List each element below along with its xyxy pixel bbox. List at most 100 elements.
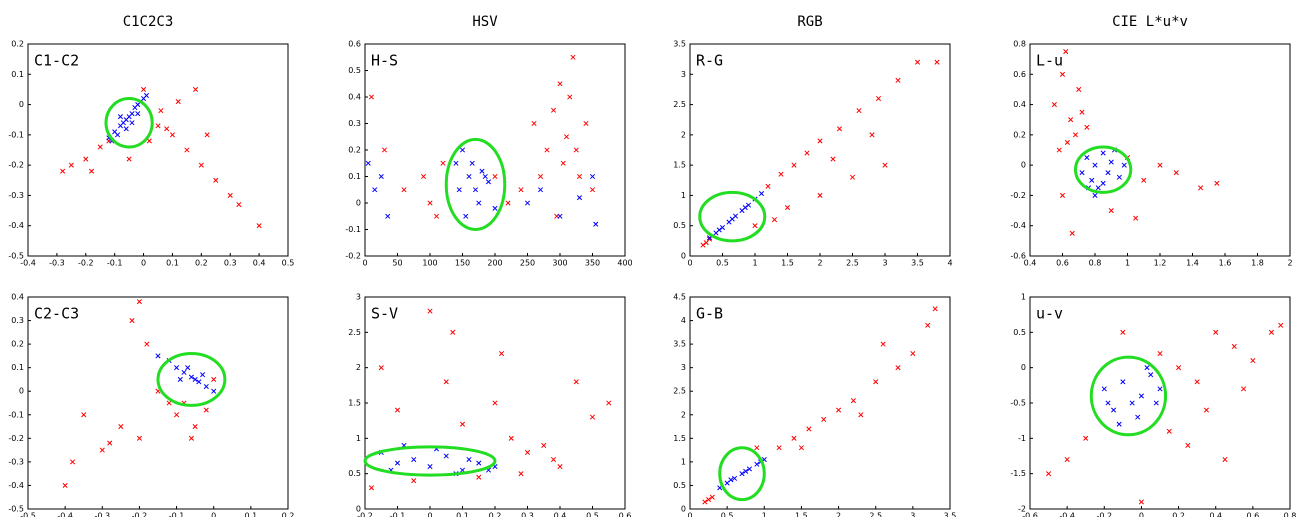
point: [850, 398, 856, 404]
point: [728, 477, 734, 483]
x-tick-label: 1: [1125, 259, 1130, 268]
x-tick-label: 0.4: [554, 512, 567, 517]
y-tick-label: 2: [681, 410, 686, 419]
point: [593, 221, 599, 227]
point: [401, 187, 407, 193]
x-tick-label: 200: [487, 259, 502, 268]
point: [385, 213, 391, 219]
point: [557, 213, 563, 219]
point: [1068, 117, 1074, 123]
plot-area: [1029, 296, 1291, 510]
point: [256, 223, 262, 229]
point: [129, 111, 135, 117]
panel-title: S-V: [371, 305, 398, 323]
point: [1063, 49, 1069, 55]
point: [492, 400, 498, 406]
point: [836, 407, 842, 413]
point: [873, 379, 879, 385]
region-ellipse: [444, 137, 507, 231]
y-tick-label: 1: [681, 191, 686, 200]
y-tick-label: 3.5: [673, 340, 686, 349]
x-tick-label: 0.3: [521, 512, 534, 517]
point: [817, 138, 823, 144]
point: [817, 192, 823, 198]
point: [70, 459, 76, 465]
point: [1153, 400, 1159, 406]
point: [1046, 471, 1052, 477]
point: [203, 407, 209, 413]
y-tick-label: -0.1: [8, 410, 24, 419]
y-tick-label: 0: [356, 199, 361, 208]
x-tick-label: -0.4: [1059, 512, 1075, 517]
point: [719, 224, 726, 231]
point: [443, 379, 449, 385]
column-title: HSV: [472, 14, 498, 30]
y-tick-label: 0.5: [348, 66, 361, 75]
point: [1148, 372, 1154, 378]
y-tick-label: -0.3: [8, 457, 24, 466]
point: [804, 150, 810, 156]
x-tick-label: 3: [910, 512, 915, 517]
point: [411, 456, 417, 463]
point: [869, 132, 875, 138]
point: [550, 456, 557, 463]
point: [198, 162, 204, 168]
point: [1105, 170, 1111, 176]
point: [203, 383, 209, 390]
point: [174, 365, 180, 371]
x-tick-label: 0: [362, 259, 367, 268]
point: [459, 147, 466, 153]
point: [508, 435, 514, 441]
point: [164, 126, 170, 132]
point: [1079, 109, 1085, 115]
point: [752, 223, 758, 229]
point: [573, 379, 579, 385]
point: [129, 318, 135, 324]
point: [934, 59, 940, 65]
point: [211, 376, 217, 382]
point: [505, 200, 511, 206]
point: [1144, 365, 1150, 371]
point: [880, 341, 886, 347]
point: [716, 227, 722, 233]
point: [882, 162, 888, 168]
point: [1120, 379, 1126, 385]
point: [472, 187, 479, 193]
x-tick-label: 50: [392, 259, 402, 268]
point: [700, 242, 706, 248]
point: [1064, 139, 1070, 145]
y-tick-label: 2.5: [348, 328, 361, 337]
y-tick-label: -0.2: [1010, 191, 1026, 200]
point: [498, 350, 505, 357]
region-ellipse: [104, 97, 154, 149]
point: [754, 461, 760, 467]
point: [97, 144, 103, 150]
point: [1198, 185, 1204, 191]
point: [1231, 343, 1237, 350]
x-tick-label: 2: [836, 512, 841, 517]
point: [1084, 155, 1090, 161]
point: [227, 192, 233, 198]
point: [136, 299, 142, 305]
x-tick-label: 0.6: [1056, 259, 1069, 268]
x-tick-label: 1.2: [1154, 259, 1167, 268]
y-tick-label: 2: [356, 363, 361, 372]
point: [372, 187, 378, 193]
point: [1108, 208, 1114, 214]
panel-title: H-S: [371, 52, 398, 70]
point: [557, 81, 563, 87]
x-tick-label: 1.6: [1219, 259, 1232, 268]
y-tick-label: 0.5: [348, 469, 361, 478]
point: [1076, 86, 1082, 92]
y-tick-label: 0.5: [673, 481, 686, 490]
point: [791, 162, 797, 168]
point: [798, 445, 804, 451]
x-tick-label: 0: [141, 259, 146, 268]
point: [129, 120, 135, 126]
panel-title: R-G: [696, 52, 723, 70]
x-tick-label: 1.4: [1186, 259, 1199, 268]
x-tick-label: 0: [687, 512, 692, 517]
point: [211, 388, 217, 394]
x-tick-label: 0.5: [721, 512, 734, 517]
point: [858, 412, 864, 418]
